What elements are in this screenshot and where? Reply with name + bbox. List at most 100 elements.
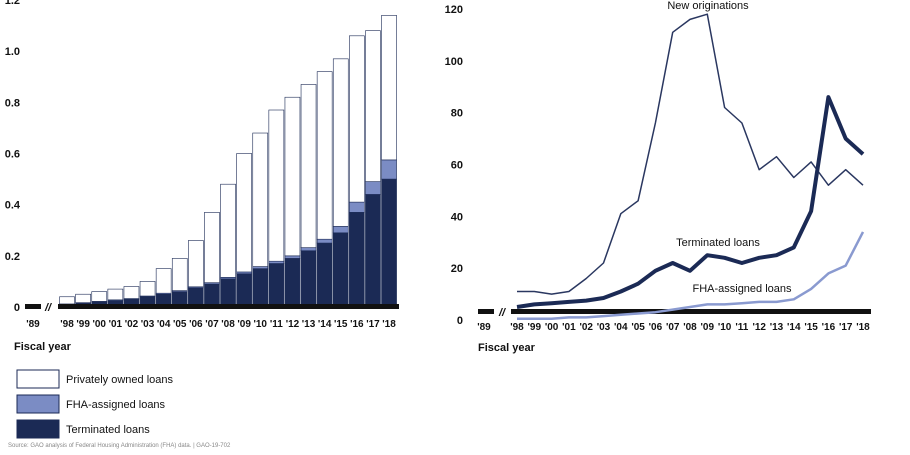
x-tick-label: '09 bbox=[237, 319, 251, 330]
bar-segment bbox=[332, 58, 349, 227]
x-tick-label: '10 bbox=[718, 322, 732, 333]
legend-swatch bbox=[16, 369, 60, 389]
y-tick-label: 0.2 bbox=[5, 251, 20, 263]
x-axis-segment bbox=[478, 309, 494, 314]
x-tick-label: '05 bbox=[631, 322, 645, 333]
x-tick-label: '17 bbox=[839, 322, 853, 333]
legend-label: Terminated loans bbox=[66, 424, 150, 436]
y-tick-label: 80 bbox=[451, 108, 463, 120]
x-tick-label: '04 bbox=[614, 322, 628, 333]
x-tick-label: '02 bbox=[579, 322, 593, 333]
bar-segment bbox=[381, 15, 397, 161]
bar-segment bbox=[107, 288, 124, 301]
bar-segment bbox=[300, 250, 317, 308]
bar-segment bbox=[59, 296, 75, 305]
bar-segment bbox=[252, 132, 269, 267]
bar-segment bbox=[284, 255, 301, 259]
series-line bbox=[516, 95, 865, 309]
x-tick-label: '01 bbox=[109, 319, 123, 330]
bar-segment bbox=[365, 194, 381, 308]
x-tick-label: '13 bbox=[770, 322, 784, 333]
series-label: New originations bbox=[667, 0, 749, 12]
bar-segment bbox=[236, 273, 252, 308]
x-tick-label: '89 bbox=[477, 322, 491, 333]
bar-segment bbox=[332, 226, 349, 234]
x-tick-label: '14 bbox=[787, 322, 801, 333]
series-line bbox=[517, 231, 865, 320]
x-tick-label: '12 bbox=[286, 319, 300, 330]
y-tick-label: 1.0 bbox=[5, 46, 20, 58]
series-label: FHA-assigned loans bbox=[692, 283, 792, 295]
legend-swatch bbox=[16, 394, 60, 414]
y-tick-label: 0.6 bbox=[5, 149, 20, 161]
x-tick-label: '98 bbox=[510, 322, 524, 333]
x-tick-label: '98 bbox=[60, 319, 74, 330]
x-tick-label: '05 bbox=[173, 319, 187, 330]
x-tick-label: '89 bbox=[26, 319, 40, 330]
legend-label: Privately owned loans bbox=[66, 374, 174, 386]
bar-segment bbox=[123, 286, 140, 299]
x-tick-label: '12 bbox=[752, 322, 766, 333]
bar-segment bbox=[204, 212, 220, 283]
x-tick-label: '16 bbox=[822, 322, 836, 333]
x-tick-label: '06 bbox=[189, 319, 203, 330]
x-tick-label: '00 bbox=[92, 319, 106, 330]
bar-segment bbox=[268, 263, 285, 308]
bar-segment bbox=[300, 247, 317, 252]
x-axis-segment bbox=[25, 304, 41, 309]
bar-segment bbox=[316, 238, 333, 244]
x-tick-label: '14 bbox=[318, 319, 332, 330]
source-note: Source: GAO analysis of Federal Housing … bbox=[8, 443, 231, 449]
bar-segment bbox=[284, 96, 301, 257]
bar-segment bbox=[236, 153, 252, 273]
y-tick-label: 0 bbox=[14, 302, 20, 314]
x-axis-main bbox=[511, 309, 871, 314]
y-tick-label: 0 bbox=[457, 315, 463, 327]
y-tick-label: 40 bbox=[451, 211, 463, 223]
x-tick-label: '13 bbox=[302, 319, 316, 330]
bar-segment bbox=[188, 240, 204, 288]
bar-segment bbox=[268, 260, 285, 264]
y-tick-label: 0.8 bbox=[5, 97, 20, 109]
x-tick-label: '15 bbox=[334, 319, 348, 330]
legend: Privately owned loans FHA-assigned loans T… bbox=[16, 369, 174, 439]
bar-segment bbox=[300, 84, 317, 248]
x-tick-label: '07 bbox=[666, 322, 680, 333]
bar-segment bbox=[349, 212, 365, 308]
x-tick-label: '17 bbox=[366, 319, 380, 330]
bar-segment bbox=[332, 232, 349, 308]
bar-segment bbox=[171, 258, 188, 291]
x-tick-label: '11 bbox=[270, 319, 283, 330]
x-tick-label: '03 bbox=[141, 319, 155, 330]
x-tick-label: '00 bbox=[545, 322, 559, 333]
bar-segment bbox=[155, 268, 172, 294]
x-axis-main bbox=[58, 304, 399, 309]
x-tick-label: '18 bbox=[382, 319, 396, 330]
y-tick-label: 60 bbox=[451, 160, 463, 172]
bar-segment bbox=[268, 109, 285, 262]
bar-segment bbox=[204, 283, 220, 308]
legend-label: FHA-assigned loans bbox=[66, 399, 166, 411]
legend-swatch bbox=[16, 419, 60, 439]
bar-segment bbox=[381, 159, 397, 180]
y-tick-label: 0.4 bbox=[5, 200, 21, 212]
line-chart: 020406080100120//'89'98'99'00'01'02'03'0… bbox=[445, 0, 871, 354]
bar-segment bbox=[349, 35, 365, 203]
x-tick-label: '99 bbox=[76, 319, 90, 330]
bar-segment bbox=[139, 281, 156, 297]
bar-segment bbox=[381, 178, 397, 308]
y-tick-label: 1.2 bbox=[5, 0, 20, 7]
series-label: Terminated loans bbox=[676, 237, 760, 249]
bar-segment bbox=[91, 291, 108, 302]
bar-segment bbox=[220, 278, 236, 308]
x-tick-label: '03 bbox=[597, 322, 611, 333]
x-tick-label: '99 bbox=[528, 322, 542, 333]
x-tick-label: '04 bbox=[157, 319, 171, 330]
bar-segment bbox=[75, 293, 91, 303]
x-tick-label: '02 bbox=[125, 319, 139, 330]
x-tick-label: '01 bbox=[562, 322, 576, 333]
x-tick-label: '06 bbox=[649, 322, 663, 333]
x-axis-title: Fiscal year bbox=[478, 342, 536, 354]
